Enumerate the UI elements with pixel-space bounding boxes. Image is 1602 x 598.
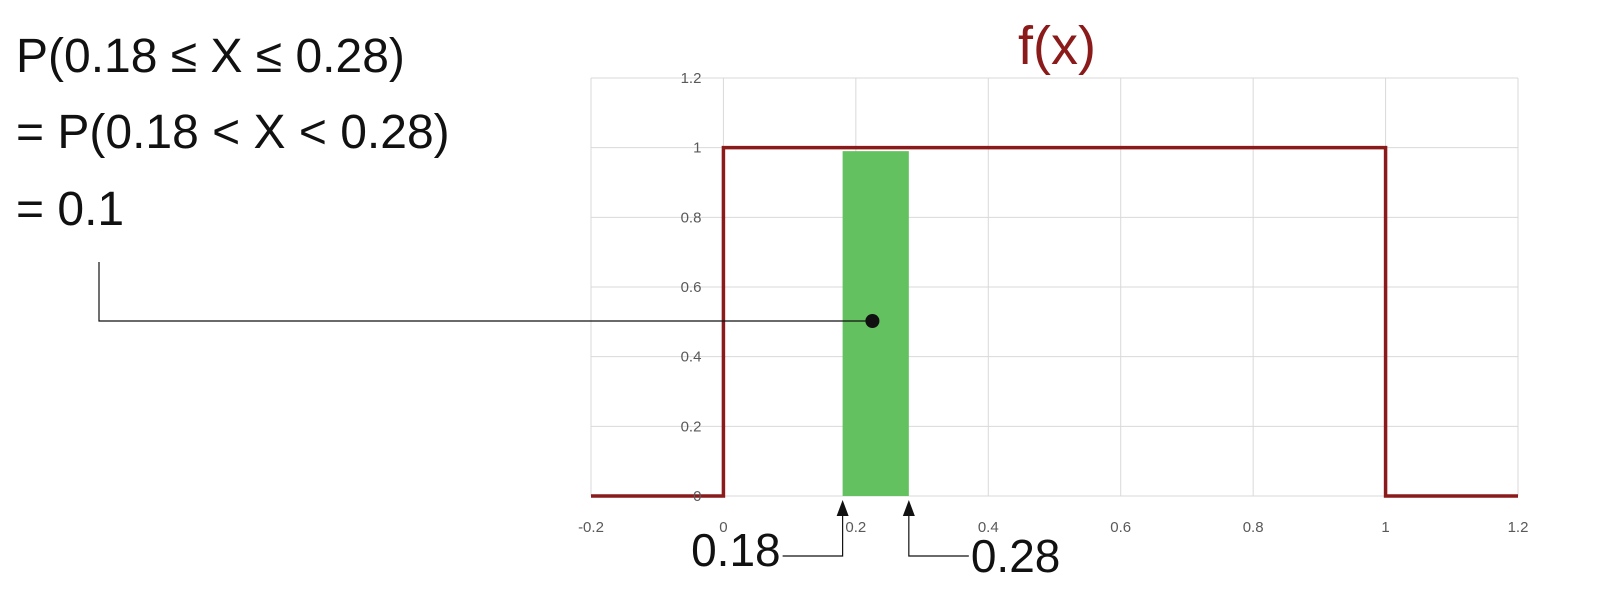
pdf-line-0 — [591, 145, 1518, 498]
x-tick-label: -0.2 — [578, 519, 604, 536]
equation-line-2: = P(0.18 < X < 0.28) — [16, 106, 450, 159]
callout-line — [98, 262, 873, 322]
marker-label-018: 0.18 — [691, 524, 781, 576]
marker-arrow-028 — [902, 500, 915, 516]
equation-line-1: P(0.18 ≤ X ≤ 0.28) — [16, 30, 405, 83]
x-axis-tick-labels: -0.2 0 0.2 0.4 0.6 0.8 1 1.2 — [578, 519, 1528, 536]
y-tick-label: 1 — [693, 140, 701, 157]
y-tick-label: 0.8 — [681, 209, 702, 226]
y-tick-label: 0.6 — [681, 279, 702, 296]
x-tick-label: 1.2 — [1508, 519, 1529, 536]
x-tick-label: 0.8 — [1243, 519, 1264, 536]
y-axis-tick-labels: 0 0.2 0.4 0.6 0.8 1 1.2 — [681, 70, 702, 505]
x-tick-label: 0.6 — [1110, 519, 1131, 536]
marker-arrow-018 — [836, 500, 849, 516]
y-tick-label: 0 — [693, 488, 701, 505]
chart-title: f(x) — [1018, 16, 1096, 76]
equation-line-3: = 0.1 — [16, 183, 124, 236]
marker-label-028: 0.28 — [971, 530, 1061, 582]
y-tick-label: 0.2 — [681, 418, 702, 435]
grid — [590, 77, 1519, 497]
x-tick-label: 1 — [1381, 519, 1389, 536]
y-tick-label: 0.4 — [681, 349, 702, 366]
pdf-line-layer — [591, 145, 1518, 498]
marker-line-028 — [908, 508, 969, 557]
x-tick-label: 0.4 — [978, 519, 999, 536]
annotations: 0.18 0.28 — [98, 262, 1061, 582]
x-tick-label: 0.2 — [845, 519, 866, 536]
marker-line-018 — [782, 508, 844, 557]
callout-dot — [865, 314, 880, 328]
y-tick-label: 1.2 — [681, 70, 702, 87]
x-tick-label: 0 — [719, 519, 727, 536]
